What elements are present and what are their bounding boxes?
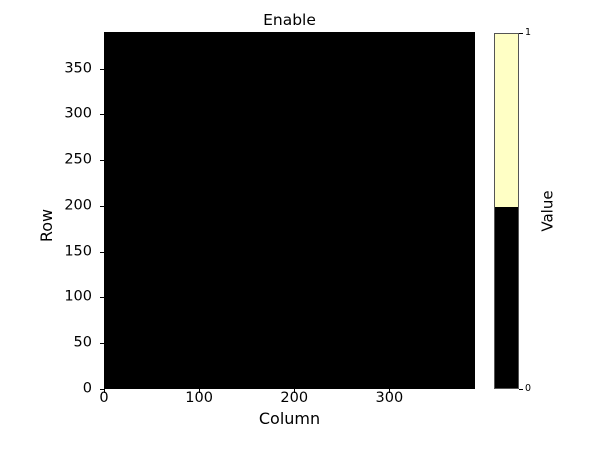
y-tick-label: 300: [64, 105, 92, 122]
colorbar-tick-label: 1: [525, 27, 532, 38]
x-tick-label: 100: [185, 390, 213, 406]
y-tick-label: 350: [64, 60, 92, 77]
y-tick-label: 250: [64, 151, 92, 168]
y-tick-label: 0: [82, 380, 92, 397]
x-tick-mark: [389, 389, 391, 393]
colorbar-band: [494, 207, 519, 389]
heatmap-axes[interactable]: [100, 32, 475, 393]
y-tick-mark: [100, 343, 104, 345]
y-tick-mark: [100, 251, 104, 253]
colorbar-band: [494, 33, 519, 208]
colorbar-tick-mark: [519, 389, 523, 390]
colorbar-label-text: Value: [539, 190, 558, 232]
colorbar[interactable]: [494, 33, 523, 390]
x-tick-mark: [199, 389, 201, 393]
colorbar-gradient: [494, 33, 519, 389]
y-tick-mark: [100, 160, 104, 162]
y-tick-label: 200: [64, 197, 92, 214]
x-tick-label: 200: [280, 390, 309, 406]
x-tick-mark: [294, 389, 296, 393]
y-tick-mark: [100, 389, 104, 390]
x-tick-label: 0: [99, 390, 109, 406]
y-tick-mark: [100, 68, 104, 70]
colorbar-tick-label: 0: [525, 383, 532, 394]
y-tick-mark: [100, 297, 104, 299]
colorbar-tick-mark: [519, 33, 523, 34]
y-tick-mark: [100, 114, 104, 116]
y-tick-label: 150: [64, 243, 92, 260]
y-tick-label: 50: [73, 334, 92, 351]
y-tick-mark: [100, 205, 104, 207]
colorbar-label: Value: [519, 33, 559, 389]
x-tick-mark: [104, 389, 105, 393]
page-title: Enable: [263, 11, 316, 29]
heatmap-image[interactable]: [104, 32, 475, 389]
x-axis-label: Column: [258, 409, 321, 428]
x-tick-label: 300: [375, 390, 404, 406]
y-tick-label: 100: [64, 288, 92, 305]
